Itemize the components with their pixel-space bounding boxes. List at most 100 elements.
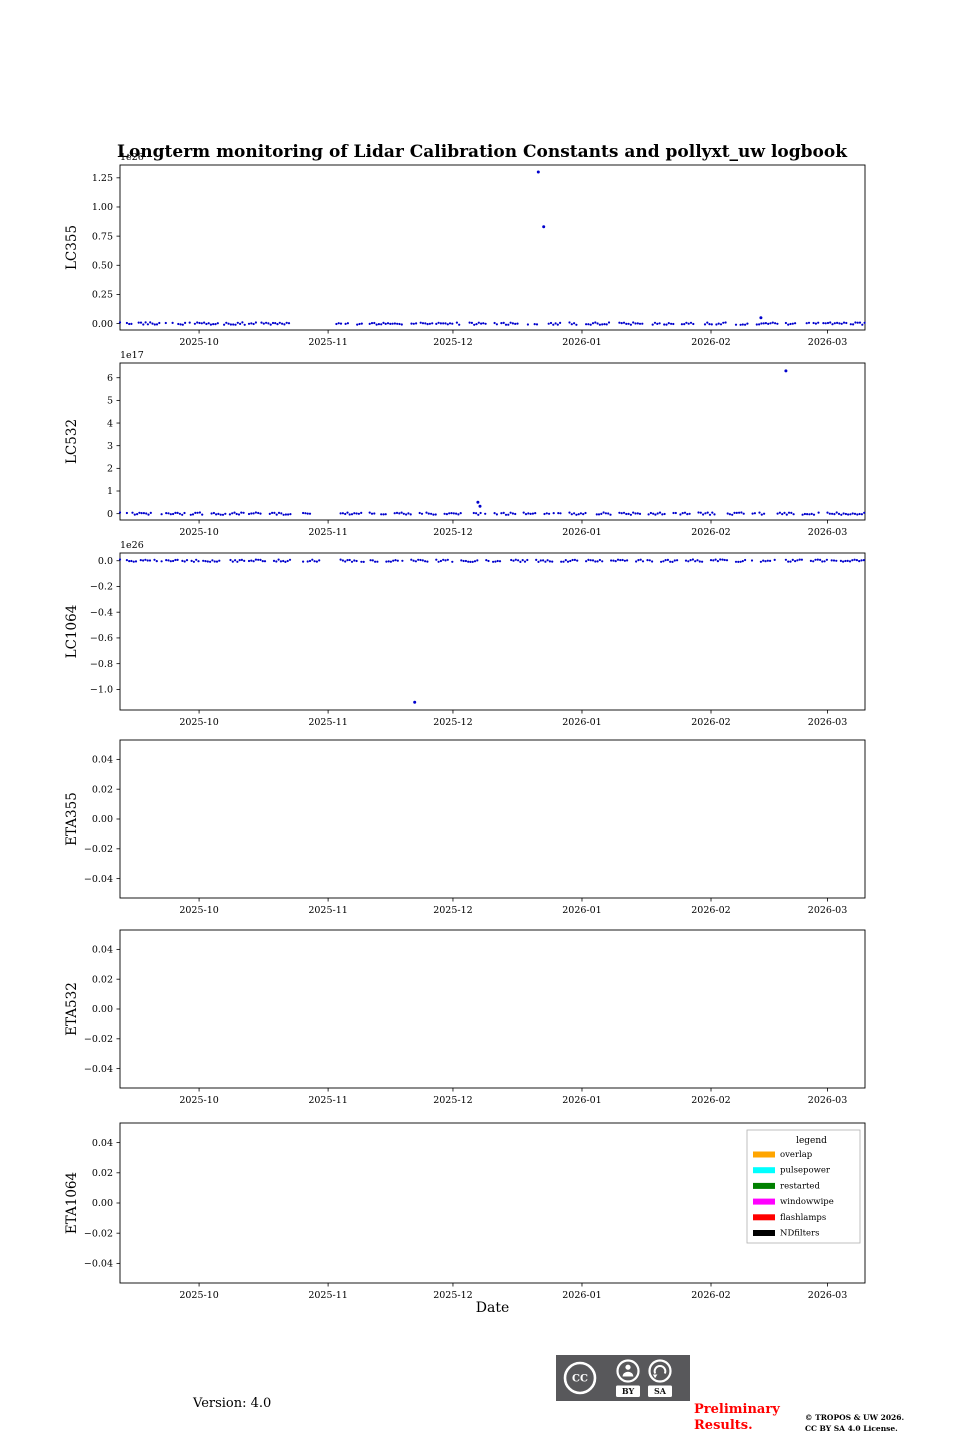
data-point — [201, 513, 204, 516]
data-point — [760, 322, 763, 325]
data-point — [597, 513, 601, 516]
x-tick-label: 2025-11 — [308, 1290, 347, 1301]
data-point — [493, 321, 496, 325]
data-point — [739, 323, 742, 326]
data-point — [479, 511, 482, 515]
preliminary-line2: Results. — [694, 1418, 753, 1434]
data-point — [125, 321, 128, 325]
data-point — [776, 512, 779, 515]
data-point — [353, 512, 356, 515]
y-tick-label: −0.4 — [90, 607, 113, 618]
data-point — [277, 511, 281, 514]
data-point — [356, 323, 359, 326]
data-point — [254, 558, 257, 561]
data-point — [278, 321, 281, 324]
data-point — [798, 558, 801, 561]
data-point — [709, 559, 713, 562]
data-point — [424, 560, 427, 563]
data-point — [464, 559, 467, 563]
data-point — [304, 512, 307, 515]
data-point — [272, 559, 276, 563]
data-point — [514, 322, 517, 325]
data-point — [704, 512, 707, 515]
data-point — [734, 323, 738, 326]
data-point — [418, 511, 421, 515]
sa-label-plate — [648, 1385, 672, 1397]
data-point — [570, 323, 573, 326]
data-point — [243, 559, 246, 563]
x-tick-label: 2026-02 — [691, 1095, 730, 1106]
data-point — [629, 323, 633, 326]
data-point — [502, 511, 505, 514]
data-point — [858, 512, 861, 516]
data-point — [781, 513, 784, 516]
legend-label-pulsepower: pulsepower — [780, 1166, 831, 1176]
data-point — [260, 321, 263, 324]
data-point — [280, 512, 283, 515]
data-point — [713, 513, 716, 516]
data-point — [547, 322, 550, 325]
data-point — [760, 513, 763, 516]
data-point — [564, 559, 567, 562]
data-point — [209, 560, 212, 563]
data-point — [435, 558, 438, 561]
data-point — [412, 559, 415, 562]
data-point — [448, 512, 451, 515]
data-point — [382, 321, 385, 324]
data-point — [202, 559, 205, 562]
data-point — [410, 322, 413, 325]
data-point — [858, 560, 861, 563]
data-point — [545, 512, 548, 515]
data-point — [382, 513, 385, 516]
data-point — [267, 322, 270, 325]
data-point — [206, 560, 209, 563]
data-point — [535, 323, 539, 326]
data-point — [722, 321, 725, 324]
data-point — [708, 513, 712, 516]
data-point — [477, 321, 480, 324]
data-point — [762, 322, 765, 325]
data-point — [183, 560, 186, 563]
data-point — [400, 511, 403, 514]
data-point — [792, 513, 795, 516]
data-point — [308, 559, 312, 563]
data-point — [189, 513, 192, 516]
data-point — [183, 511, 186, 515]
data-point — [585, 323, 588, 326]
data-point — [556, 323, 559, 326]
data-point — [673, 559, 676, 562]
data-point — [426, 560, 429, 563]
data-point — [318, 559, 321, 562]
data-point — [702, 513, 705, 516]
y-tick-label: 3 — [107, 441, 113, 452]
data-point — [287, 513, 290, 516]
data-point — [236, 560, 239, 563]
data-point — [698, 560, 701, 563]
data-point — [835, 511, 838, 514]
data-point — [146, 323, 149, 326]
data-point — [402, 512, 405, 515]
data-point — [476, 559, 479, 562]
data-point — [661, 513, 664, 516]
data-point — [861, 323, 864, 326]
data-point — [394, 559, 397, 562]
data-point — [517, 559, 520, 562]
data-point — [468, 321, 471, 324]
data-point — [190, 559, 193, 563]
data-point — [389, 322, 392, 325]
scatter-points — [118, 369, 866, 516]
data-point — [746, 322, 749, 325]
y-tick-label: −0.6 — [90, 633, 113, 644]
data-point — [794, 322, 797, 325]
y-tick-label: 0.00 — [92, 319, 113, 330]
data-point — [393, 512, 396, 515]
data-point — [794, 560, 797, 563]
data-point — [446, 558, 449, 561]
plot-frame — [119, 362, 866, 521]
data-point — [446, 323, 449, 326]
data-point — [787, 323, 790, 326]
data-point — [753, 512, 757, 515]
data-point — [174, 511, 177, 514]
